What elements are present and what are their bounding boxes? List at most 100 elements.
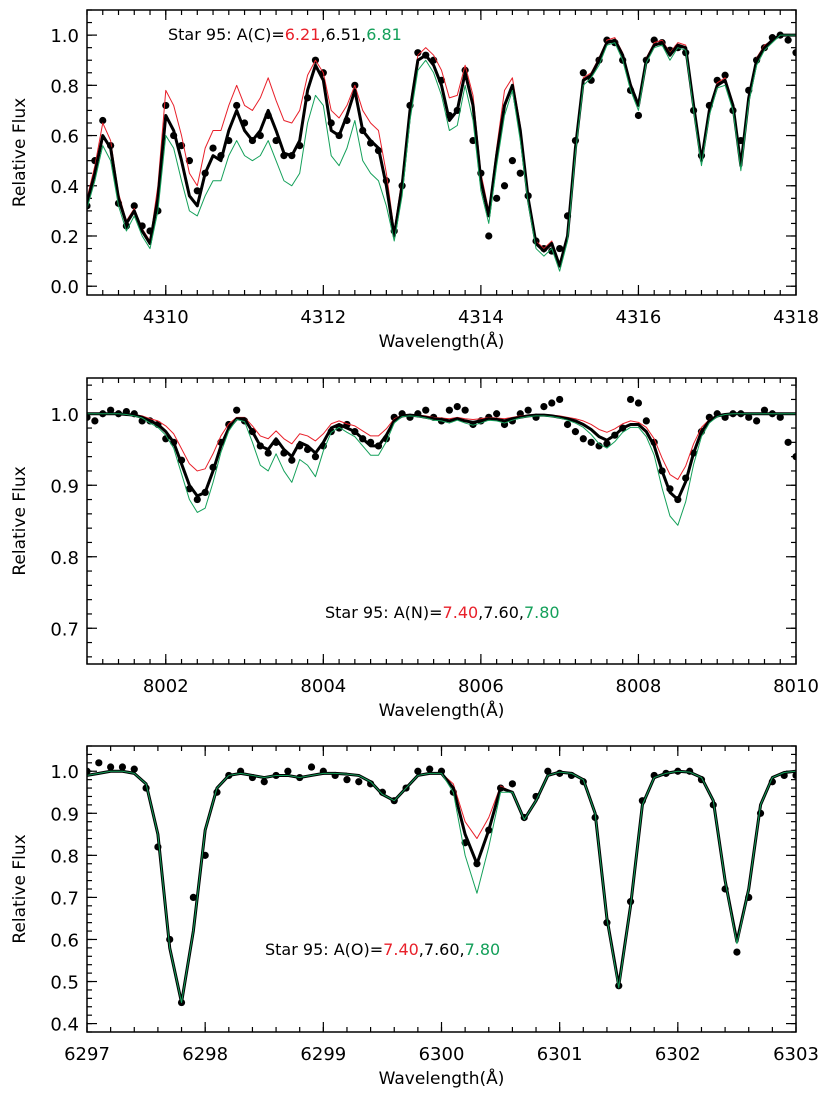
- legend: Star 95: A(C)=6.21,6.51,6.81: [168, 25, 402, 44]
- legend-separator: ,: [478, 603, 483, 622]
- data-point: [355, 778, 363, 786]
- data-point: [626, 395, 635, 404]
- data-point: [264, 449, 272, 457]
- x-tick-label: 6298: [182, 1044, 228, 1065]
- data-point: [563, 420, 572, 429]
- data-point: [493, 410, 501, 418]
- legend-prefix: Star 95: A(N)=: [325, 603, 443, 622]
- y-tick-label: 0.4: [50, 177, 79, 198]
- data-point: [556, 244, 564, 253]
- data-point: [414, 767, 422, 775]
- panel: 4310 4312 4314 4316 4318 0.0 0.2 0.4 0.6 0.8 1.0 Wa…: [10, 9, 819, 352]
- data-point: [118, 763, 127, 771]
- data-point: [516, 169, 524, 177]
- data-point: [453, 403, 461, 411]
- x-tick-label: 6303: [773, 1044, 819, 1065]
- data-point: [130, 202, 138, 210]
- x-tick-label: 8008: [616, 676, 662, 697]
- model-line: [87, 34, 796, 272]
- data-point: [307, 763, 316, 771]
- data-point: [634, 111, 643, 120]
- y-tick-label: 0.0: [50, 277, 79, 298]
- x-tick-label: 6302: [655, 1044, 701, 1065]
- model-line: [87, 34, 796, 265]
- data-point: [733, 948, 741, 956]
- data-point: [288, 456, 296, 464]
- data-point: [548, 399, 556, 407]
- data-point: [753, 417, 761, 425]
- legend-entry: 7.40: [383, 940, 419, 959]
- data-point: [209, 144, 217, 152]
- legend-prefix: Star 95: A(C)=: [168, 25, 285, 44]
- data-point: [107, 763, 115, 771]
- y-tick-label: 0.7: [50, 619, 79, 640]
- data-point: [485, 232, 493, 240]
- plot-area: [87, 759, 796, 1007]
- data-point: [99, 116, 107, 125]
- data-point: [107, 406, 115, 414]
- x-tick-label: 6299: [300, 1044, 346, 1065]
- y-tick-label: 0.5: [50, 973, 79, 994]
- data-point: [579, 69, 587, 77]
- y-tick-label: 0.9: [50, 476, 79, 497]
- y-tick-label: 0.2: [50, 227, 79, 248]
- data-point: [792, 49, 796, 57]
- data-point: [587, 438, 595, 446]
- data-point: [508, 780, 516, 788]
- data-point: [311, 453, 320, 461]
- x-tick-label: 6301: [537, 1044, 583, 1065]
- legend-separator: ,: [320, 25, 325, 44]
- x-tick-label: 4310: [143, 307, 189, 328]
- legend-separator: ,: [519, 603, 524, 622]
- data-point: [414, 49, 422, 57]
- data-point: [634, 399, 643, 407]
- x-axis-label: Wavelength(Å): [379, 330, 505, 352]
- data-point: [87, 413, 91, 421]
- data-point: [776, 413, 784, 421]
- data-point: [784, 36, 792, 44]
- data-point: [721, 71, 729, 79]
- y-tick-label: 0.6: [50, 930, 79, 951]
- plot-frame: [86, 745, 797, 1033]
- y-tick-label: 1.0: [50, 26, 79, 47]
- model-line: [87, 770, 796, 1004]
- y-tick-label: 1.0: [50, 762, 79, 783]
- legend-separator: ,: [460, 940, 465, 959]
- plot-area: [87, 395, 796, 526]
- legend-entry: 6.51: [325, 25, 361, 44]
- data-point: [745, 413, 753, 421]
- legend: Star 95: A(O)=7.40,7.60,7.80: [265, 940, 500, 959]
- data-point: [87, 767, 91, 775]
- model-line: [87, 769, 796, 1005]
- y-tick-label: 0.8: [50, 846, 79, 867]
- x-axis-label: Wavelength(Å): [379, 1067, 505, 1089]
- data-point: [500, 182, 509, 190]
- data-point: [792, 771, 796, 780]
- data-point: [343, 776, 351, 784]
- data-point: [508, 157, 516, 165]
- data-point: [162, 435, 170, 443]
- x-tick-label: 8002: [143, 676, 189, 697]
- legend-entry: 7.80: [465, 940, 501, 959]
- x-tick-label: 4312: [300, 307, 346, 328]
- data-point: [760, 406, 769, 414]
- plot-frame: [86, 377, 797, 665]
- data-point: [189, 893, 197, 902]
- data-point: [95, 759, 103, 767]
- panel: 6297 6298 6299 6300 6301 6302 6303 0.4 0.5 0.6 0.7…: [10, 745, 819, 1089]
- data-point: [792, 453, 796, 461]
- data-point: [556, 395, 564, 404]
- y-tick-label: 0.8: [50, 548, 79, 569]
- legend-entry: 7.60: [483, 603, 519, 622]
- data-point: [642, 417, 650, 425]
- plot-area: [87, 31, 796, 272]
- model-line: [87, 770, 796, 1004]
- data-point: [284, 767, 292, 775]
- x-tick-label: 4318: [773, 307, 819, 328]
- x-axis-label: Wavelength(Å): [379, 699, 505, 721]
- x-tick-label: 4314: [458, 307, 504, 328]
- model-line: [87, 413, 796, 526]
- y-tick-label: 0.7: [50, 888, 79, 909]
- data-point: [426, 765, 434, 773]
- y-tick-label: 1.0: [50, 405, 79, 426]
